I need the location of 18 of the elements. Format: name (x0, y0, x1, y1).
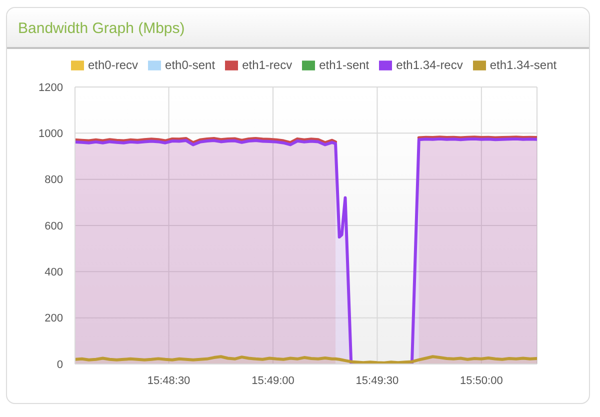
y-tick-label: 600 (44, 220, 63, 232)
legend-label: eth1-recv (242, 58, 292, 72)
legend-label: eth1.34-recv (396, 58, 463, 72)
x-tick-label: 15:48:30 (147, 374, 190, 387)
y-tick-label: 400 (44, 266, 63, 279)
y-tick-label: 800 (44, 174, 63, 186)
legend-label: eth0-recv (88, 58, 138, 72)
legend-label: eth1.34-sent (490, 58, 557, 72)
y-tick-label: 0 (56, 358, 63, 371)
x-tick-label: 15:49:00 (252, 374, 294, 387)
legend-label: eth0-sent (165, 58, 216, 72)
x-tick-label: 15:49:30 (356, 374, 399, 387)
y-tick-label: 200 (44, 312, 63, 325)
legend-label: eth1-sent (319, 58, 370, 72)
y-tick-label: 1000 (38, 128, 63, 140)
chart-title: Bandwidth Graph (Mbps) (18, 19, 185, 39)
y-tick-label: 1200 (38, 82, 63, 94)
x-tick-label: 15:50:00 (460, 374, 503, 387)
